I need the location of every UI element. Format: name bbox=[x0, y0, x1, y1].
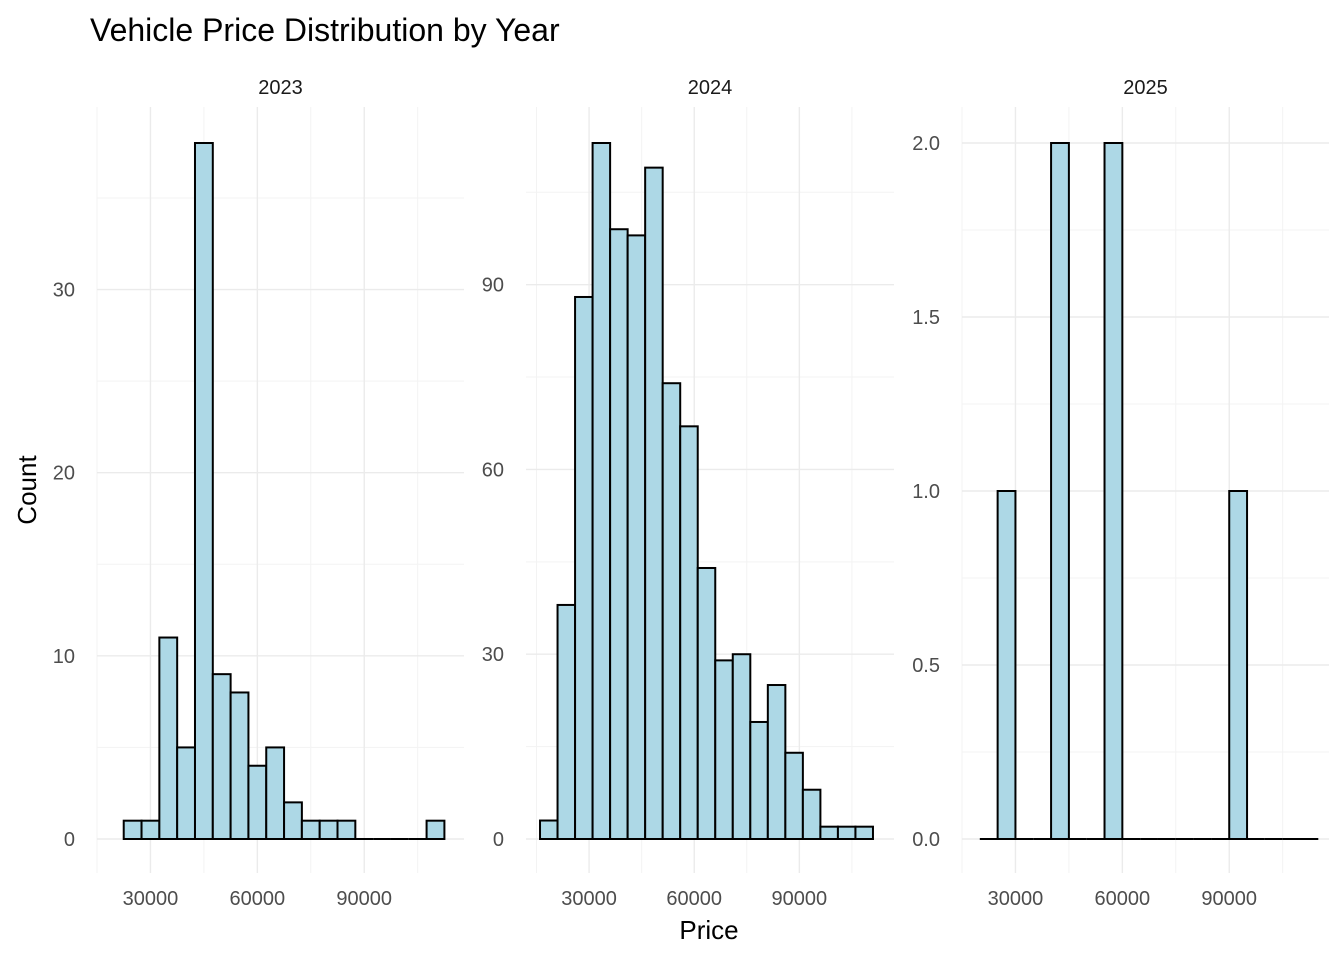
facet-2023: 2023 30000 60000 90000 0 10 20 30 bbox=[53, 77, 464, 910]
histogram-bar bbox=[283, 801, 303, 840]
histogram-bar bbox=[318, 819, 339, 840]
histogram-bar bbox=[1050, 142, 1070, 840]
histogram-bar bbox=[714, 659, 734, 841]
facet-2024: 2024 30000 60000 90000 0 30 60 90 bbox=[482, 77, 894, 910]
x-tick-label: 60000 bbox=[1095, 888, 1151, 910]
histogram-bar bbox=[644, 166, 664, 841]
y-tick-label: 30 bbox=[53, 280, 75, 302]
histogram-bar bbox=[854, 825, 874, 840]
x-tick-label: 30000 bbox=[561, 888, 617, 910]
histogram-bar bbox=[176, 746, 196, 841]
histogram-bar bbox=[539, 819, 559, 840]
histogram-bar bbox=[158, 636, 179, 840]
x-tick-label: 30000 bbox=[988, 888, 1044, 910]
histogram-bar bbox=[122, 819, 143, 840]
histogram-bar bbox=[784, 751, 804, 840]
y-tick-label: 1.5 bbox=[912, 307, 940, 329]
y-tick-label: 10 bbox=[53, 646, 75, 668]
y-tick-label: 90 bbox=[482, 275, 504, 297]
y-tick-label: 30 bbox=[482, 644, 504, 666]
facets: 2023 30000 60000 90000 0 10 20 30 2024 30000 60000… bbox=[53, 77, 1329, 910]
x-tick-label: 90000 bbox=[1201, 888, 1257, 910]
histogram-bar bbox=[731, 653, 752, 841]
histogram-bar bbox=[300, 819, 321, 840]
histogram-bar bbox=[801, 788, 822, 840]
histogram-bar bbox=[425, 819, 446, 840]
y-tick-label: 1.0 bbox=[912, 481, 940, 503]
y-tick-label: 0 bbox=[64, 829, 75, 851]
histogram-bar bbox=[591, 142, 612, 840]
histogram-bar bbox=[265, 746, 286, 841]
histogram-bar bbox=[609, 228, 629, 840]
histogram-bar bbox=[1228, 490, 1249, 840]
y-tick-label: 0 bbox=[493, 829, 504, 851]
histogram-bar bbox=[556, 603, 577, 840]
y-tick-label: 0.0 bbox=[912, 829, 940, 851]
histogram-bar bbox=[679, 425, 699, 840]
histogram-bar bbox=[247, 764, 268, 840]
y-tick-label: 60 bbox=[482, 459, 504, 481]
histogram-bar bbox=[996, 490, 1017, 840]
x-tick-label: 90000 bbox=[772, 888, 828, 910]
y-tick-label: 0.5 bbox=[912, 655, 940, 677]
histogram-bar bbox=[193, 142, 214, 840]
x-tick-label: 60000 bbox=[666, 888, 722, 910]
histogram-bar bbox=[229, 691, 250, 841]
y-tick-label: 2.0 bbox=[912, 133, 940, 155]
x-axis-title: Price bbox=[679, 915, 738, 945]
x-tick-label: 90000 bbox=[336, 888, 392, 910]
y-tick-label: 20 bbox=[53, 463, 75, 485]
histogram-bar bbox=[661, 382, 682, 840]
histogram-bar bbox=[836, 825, 857, 840]
histogram-bar bbox=[1103, 142, 1124, 840]
facet-2025: 2025 30000 60000 90000 0.0 0.5 1.0 1.5 2.0 bbox=[912, 77, 1329, 910]
facet-strip-label: 2025 bbox=[1123, 77, 1168, 99]
histogram-bar bbox=[140, 819, 161, 840]
histogram-bar bbox=[696, 566, 717, 840]
x-tick-label: 30000 bbox=[123, 888, 179, 910]
histogram-bar bbox=[819, 825, 839, 840]
histogram-bar bbox=[626, 234, 647, 840]
y-axis-title: Count bbox=[12, 455, 42, 525]
x-tick-label: 60000 bbox=[230, 888, 286, 910]
histogram-bar bbox=[336, 819, 357, 840]
histogram-bar bbox=[211, 673, 232, 840]
histogram-bar bbox=[766, 684, 787, 840]
facet-strip-label: 2023 bbox=[258, 77, 303, 99]
facet-strip-label: 2024 bbox=[688, 77, 733, 99]
histogram-bar bbox=[749, 720, 769, 840]
histogram-bar bbox=[574, 295, 594, 840]
chart-title: Vehicle Price Distribution by Year bbox=[90, 12, 560, 48]
